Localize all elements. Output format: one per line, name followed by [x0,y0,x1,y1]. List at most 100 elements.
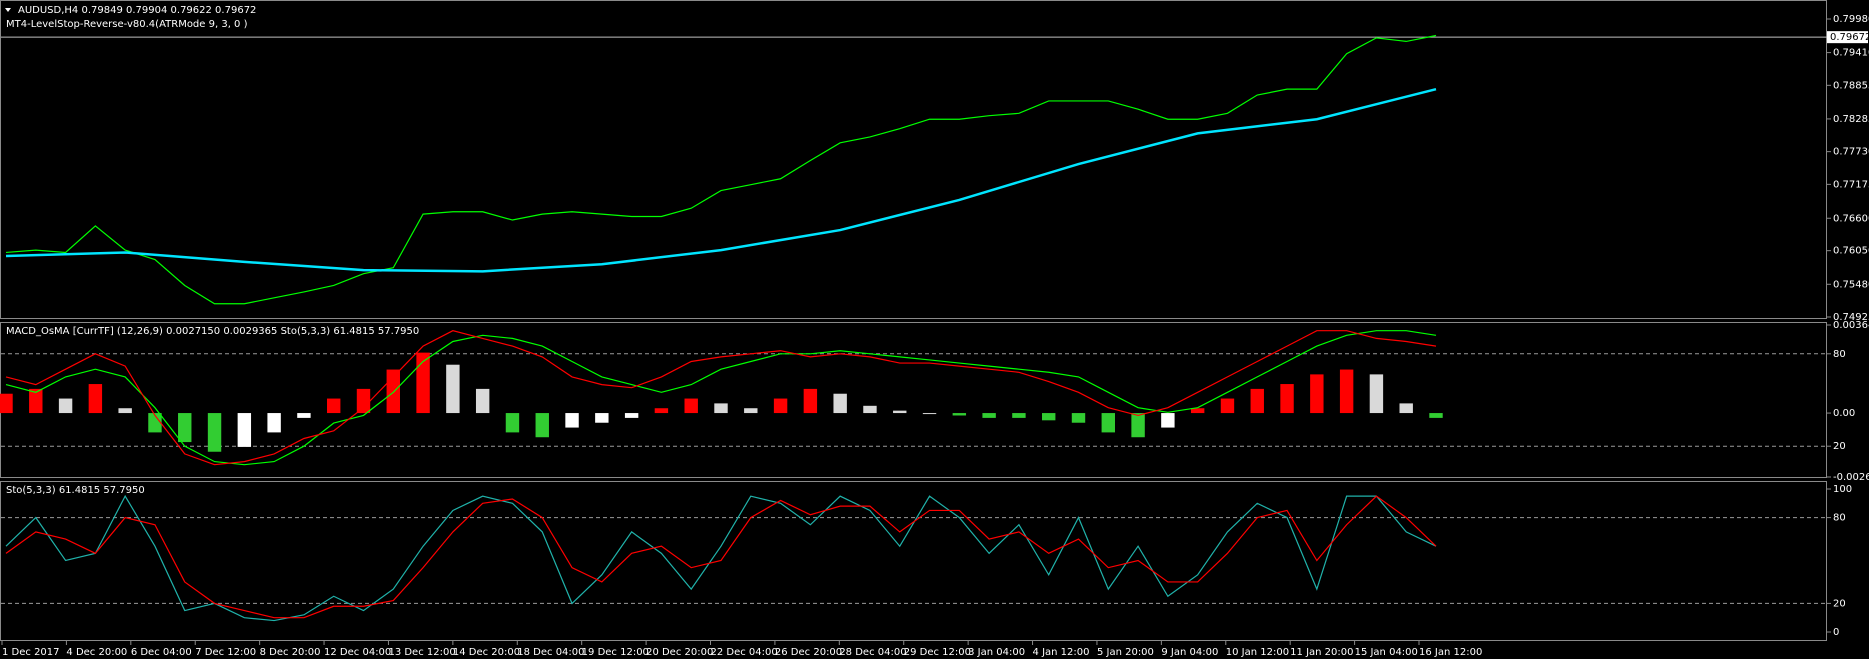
time-label: 15 Jan 04:00 [1355,647,1418,658]
axis-label: -0.002645 [1833,472,1869,483]
histogram-bar [863,405,877,414]
time-label: 12 Dec 04:00 [324,647,391,658]
histogram-bar [1071,413,1086,423]
histogram-bar [58,398,73,414]
axis-label: 0 [1833,627,1839,638]
histogram-bar [1339,369,1354,414]
histogram-bar [1131,413,1145,438]
histogram-bar [624,413,639,418]
series-line [5,87,1437,273]
time-label: 19 Dec 12:00 [582,647,649,658]
axis-label: 0.00 [1833,408,1855,419]
histogram-bar [595,413,609,423]
axis-label: 0.78855 [1833,80,1869,91]
histogram-bar [1190,408,1205,414]
axis-label: 20 [1833,598,1846,609]
collapse-arrow[interactable] [5,8,11,12]
time-label: 8 Dec 20:00 [260,647,321,658]
time-label: 3 Jan 04:00 [968,647,1025,658]
time-label: 16 Jan 12:00 [1419,647,1482,658]
price-pane [0,0,1827,319]
histogram-bar [684,398,698,414]
time-label: 22 Dec 04:00 [711,647,778,658]
histogram-bar [1042,413,1056,421]
histogram-bar [297,413,311,418]
histogram-bar [207,413,222,452]
histogram-bar [0,393,13,414]
histogram-bar [88,384,103,414]
time-label: 20 Dec 20:00 [646,647,713,658]
histogram-bar [505,413,520,433]
histogram-bar [1280,384,1294,414]
histogram-bar [773,398,788,414]
histogram-bar [29,388,43,414]
time-label: 11 Jan 20:00 [1290,647,1353,658]
histogram-bar [118,408,132,414]
histogram-bar [1310,374,1324,414]
axis-label: 80 [1833,513,1846,524]
histogram-bar [893,410,907,414]
axis-label: 0.003643 [1833,320,1869,331]
histogram-bar [356,388,371,414]
histogram-bar [327,398,341,414]
macd-title: MACD_OsMA [CurrTF] (12,26,9) 0.0027150 0… [6,326,419,337]
histogram-bar [1012,413,1026,418]
series-line [5,330,1437,466]
sto-title: Sto(5,3,3) 61.4815 57.7950 [6,485,145,496]
time-label: 13 Dec 12:00 [388,647,455,658]
histogram-bar [1101,413,1115,433]
axis-label: 0.74925 [1833,312,1869,323]
time-label: 5 Jan 20:00 [1097,647,1154,658]
time-label: 14 Dec 20:00 [453,647,520,658]
histogram-bar [952,413,967,416]
histogram-bar [714,403,728,414]
time-label: 10 Jan 12:00 [1226,647,1289,658]
indicator-title: MT4-LevelStop-Reverse-v80.4(ATRMode 9, 3… [6,19,248,30]
axis-label: 80 [1833,349,1846,360]
axis-label: 100 [1833,484,1852,495]
current-price-label: 0.79672 [1830,32,1869,43]
histogram-bar [446,364,460,414]
symbol-title: AUDUSD,H4 0.79849 0.79904 0.79622 0.7967… [18,5,256,16]
histogram-bar [237,413,252,447]
time-label: 18 Dec 04:00 [517,647,584,658]
time-label: 4 Dec 20:00 [66,647,127,658]
time-label: 1 Dec 2017 [2,647,60,658]
histogram-bar [1369,374,1384,414]
histogram-bar [565,413,579,428]
histogram-bar [1399,403,1413,414]
histogram-bar [982,413,996,418]
series-line [5,495,1437,619]
time-label: 29 Dec 12:00 [904,647,971,658]
histogram-bar [803,388,818,414]
histogram-bar [654,408,669,414]
histogram-bar [1429,413,1443,418]
time-label: 28 Dec 04:00 [839,647,906,658]
axis-label: 0.78285 [1833,114,1869,125]
current-price-box [1827,31,1868,44]
series-line [5,494,1437,622]
series-line [5,330,1437,466]
time-label: 7 Dec 12:00 [195,647,256,658]
histogram-bar [416,352,430,414]
histogram-bar [922,413,937,415]
sto-pane [0,481,1827,641]
histogram-bar [833,393,847,414]
time-label: 6 Dec 04:00 [131,647,192,658]
axis-label: 0.77175 [1833,179,1869,190]
axis-label: 20 [1833,441,1846,452]
time-label: 9 Jan 04:00 [1161,647,1218,658]
histogram-bar [1250,388,1264,414]
histogram-bar [1220,398,1235,414]
time-label: 26 Dec 20:00 [775,647,842,658]
time-label: 4 Jan 12:00 [1033,647,1090,658]
histogram-bar [178,413,192,443]
